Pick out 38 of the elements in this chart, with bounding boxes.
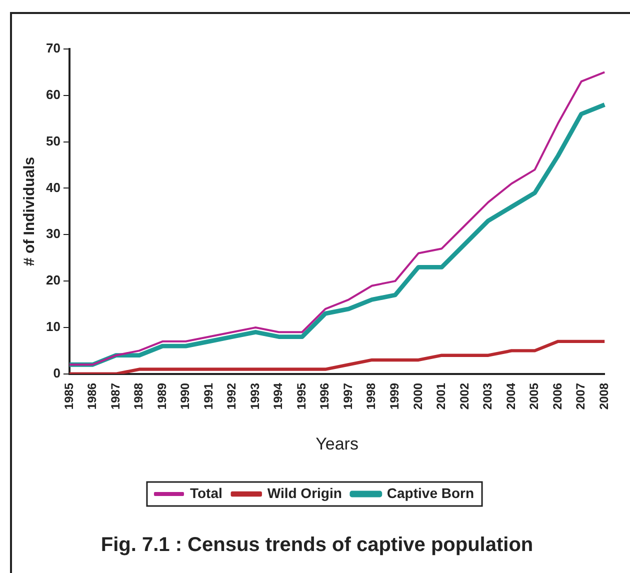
caption: Fig. 7.1 : Census trends of captive population: [100, 534, 534, 557]
x-axis-title: Years: [316, 434, 358, 454]
x-tick-label: 2001: [434, 382, 448, 410]
x-tick-label: 1995: [294, 382, 308, 410]
x-tick-label: 1998: [364, 382, 378, 410]
legend-label: Total: [190, 484, 222, 501]
y-tick-label: 0: [53, 365, 60, 380]
y-tick-label: 50: [46, 133, 60, 148]
x-tick-label: 2006: [550, 382, 564, 410]
y-tick-label: 70: [46, 40, 60, 56]
x-tick-label: 1999: [388, 382, 402, 410]
x-tick-label: 2004: [504, 382, 518, 410]
y-tick-label: 20: [46, 272, 60, 288]
x-tick-label: 1988: [132, 382, 146, 410]
legend-label: Wild Origin: [267, 484, 342, 501]
y-tick-label: 60: [46, 86, 60, 102]
x-tick-label: 1991: [201, 382, 216, 410]
x-tick-label: 1993: [248, 382, 262, 410]
y-axis-title: # of Individuals: [21, 156, 38, 266]
x-tick-label: 2003: [480, 382, 495, 410]
x-tick-label: 1994: [271, 382, 286, 410]
x-tick-label: 1990: [178, 382, 192, 410]
y-tick-label: 30: [46, 226, 60, 242]
y-tick-label: 10: [46, 319, 60, 334]
y-tick-label: 40: [46, 180, 60, 195]
x-tick-label: 2000: [410, 382, 425, 410]
legend-label: Captive Born: [386, 484, 474, 501]
x-tick-label: 1996: [318, 382, 332, 410]
x-tick-label: 1985: [62, 382, 76, 410]
x-tick-label: 1992: [224, 382, 239, 410]
x-tick-label: 1997: [340, 382, 355, 410]
x-tick-label: 2005: [527, 382, 542, 410]
x-tick-label: 1989: [154, 382, 169, 410]
x-tick-label: 2002: [457, 382, 472, 410]
x-tick-label: 2008: [596, 382, 611, 410]
x-tick-label: 1987: [108, 382, 122, 410]
x-tick-label: 1986: [85, 382, 100, 410]
x-tick-label: 2007: [574, 382, 588, 410]
